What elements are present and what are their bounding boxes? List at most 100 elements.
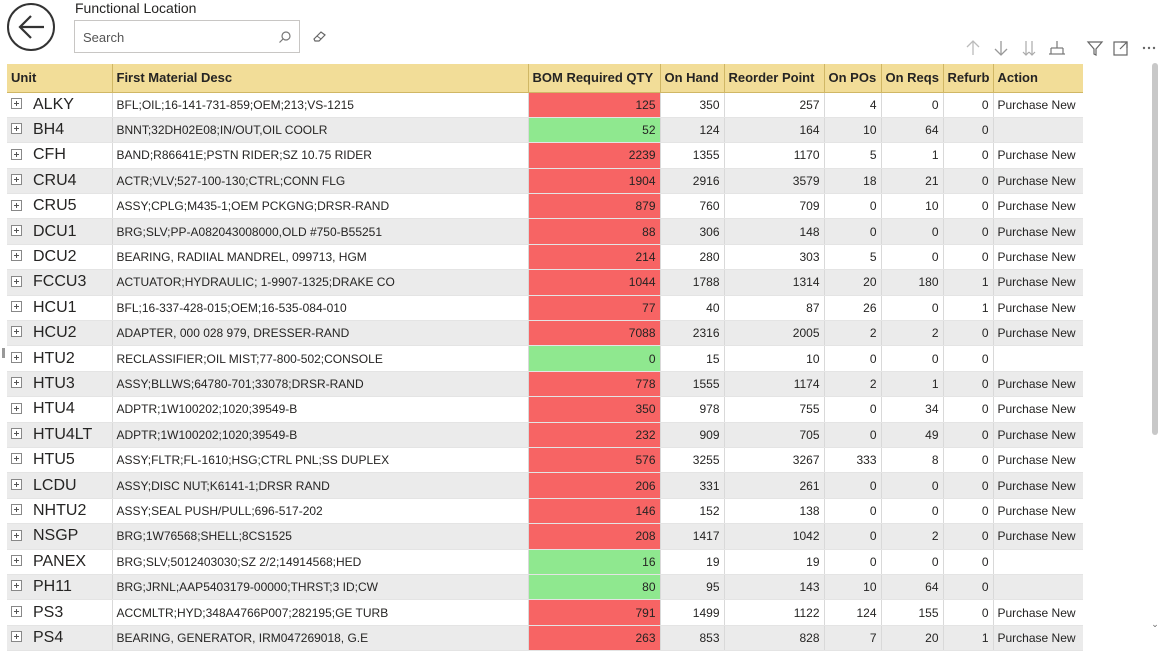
table-row[interactable]: BH4 BNNT;32DH02E08;IN/OUT,OIL COOLR 52 124 1… <box>7 117 1083 144</box>
table-row[interactable]: PS3 ACCMLTR;HYD;348A4766P007;282195;GE TU… <box>7 599 1083 626</box>
cell-first-material-desc: ADPTR;1W100202;1020;39549-B <box>112 396 529 423</box>
expand-row-icon[interactable] <box>11 580 22 592</box>
expand-row-icon[interactable] <box>11 224 22 236</box>
expand-row-icon[interactable] <box>11 275 22 287</box>
cell-on-reqs: 21 <box>881 168 944 195</box>
table-row[interactable]: HTU4 ADPTR;1W100202;1020;39549-B 350 978 755… <box>7 396 1083 423</box>
table-row[interactable]: NSGP BRG;1W76568;SHELL;8CS1525 208 1417 1042… <box>7 523 1083 550</box>
table-row[interactable]: PANEX BRG;SLV;5012403030;SZ 2/2;14914568;… <box>7 549 1083 575</box>
expand-row-icon[interactable] <box>11 402 22 414</box>
table-row[interactable]: HCU1 BFL;16-337-428-015;OEM;16-535-084-01… <box>7 295 1083 322</box>
table-body: ALKY BFL;OIL;16-141-731-859;OEM;213;VS-12… <box>7 92 1083 652</box>
cell-action: Purchase New <box>993 142 1083 169</box>
table-row[interactable]: HTU5 ASSY;FLTR;FL-1610;HSG;CTRL PNL;SS DU… <box>7 447 1083 474</box>
unit-label: CRU5 <box>33 197 77 215</box>
back-button[interactable] <box>7 3 55 51</box>
column-header-first-material-desc[interactable]: First Material Desc <box>112 64 529 93</box>
cell-reorder-point: 148 <box>724 218 825 245</box>
expand-row-icon[interactable] <box>11 148 22 160</box>
drill-down-icon[interactable] <box>992 38 1010 58</box>
expand-row-icon[interactable] <box>11 631 22 643</box>
expand-row-icon[interactable] <box>11 351 22 363</box>
column-header-refurb[interactable]: Refurb <box>943 64 994 93</box>
table-row[interactable]: LCDU ASSY;DISC NUT;K6141-1;DRSR RAND 206 33… <box>7 472 1083 499</box>
search-input[interactable] <box>83 28 263 46</box>
cell-action <box>993 549 1083 575</box>
table-row[interactable]: NHTU2 ASSY;SEAL PUSH/PULL;696-517-202 146 1… <box>7 498 1083 525</box>
expand-row-icon[interactable] <box>11 174 22 186</box>
column-header-on-reqs[interactable]: On Reqs <box>881 64 944 93</box>
focus-mode-icon[interactable] <box>1112 38 1130 58</box>
table-row[interactable]: DCU1 BRG;SLV;PP-A082043008000,OLD #750-B5… <box>7 218 1083 245</box>
expand-row-icon[interactable] <box>11 428 22 440</box>
expand-row-icon[interactable] <box>11 605 22 617</box>
expand-hierarchy-icon[interactable] <box>1048 38 1066 58</box>
unit-label: PH11 <box>33 578 72 596</box>
cell-bom-required-qty: 350 <box>528 396 661 423</box>
more-options-icon[interactable] <box>1140 38 1158 58</box>
cell-action <box>993 117 1083 144</box>
cell-first-material-desc: ASSY;DISC NUT;K6141-1;DRSR RAND <box>112 472 529 499</box>
table-row[interactable]: CFH BAND;R86641E;PSTN RIDER;SZ 10.75 RIDE… <box>7 142 1083 169</box>
cell-on-reqs: 0 <box>881 549 944 575</box>
cell-unit: NSGP <box>7 523 113 550</box>
table-row[interactable]: HTU2 RECLASSIFIER;OIL MIST;77-800-502;CON… <box>7 345 1083 372</box>
cell-action: Purchase New <box>993 168 1083 195</box>
expand-row-icon[interactable] <box>11 478 22 490</box>
cell-refurb: 0 <box>943 117 994 144</box>
cell-reorder-point: 2005 <box>724 320 825 347</box>
table-row[interactable]: HCU2 ADAPTER, 000 028 979, DRESSER-RAND 70… <box>7 320 1083 347</box>
table-row[interactable]: PH11 BRG;JRNL;AAP5403179-00000;THRST;3 ID… <box>7 574 1083 601</box>
cell-bom-required-qty: 214 <box>528 244 661 271</box>
expand-row-icon[interactable] <box>11 97 22 109</box>
column-header-action[interactable]: Action <box>993 64 1083 93</box>
cell-on-pos: 5 <box>824 244 882 271</box>
table-row[interactable]: PS4 BEARING, GENERATOR, IRM047269018, G.E… <box>7 625 1083 652</box>
table-row[interactable]: CRU4 ACTR;VLV;527-100-130;CTRL;CONN FLG 19… <box>7 168 1083 195</box>
expand-row-icon[interactable] <box>11 199 22 211</box>
cell-refurb: 1 <box>943 269 994 296</box>
table-row[interactable]: FCCU3 ACTUATOR;HYDRAULIC; 1-9907-1325;DRA… <box>7 269 1083 296</box>
vertical-scrollbar[interactable]: ⌄ <box>1150 63 1160 633</box>
cell-reorder-point: 3579 <box>724 168 825 195</box>
cell-on-pos: 0 <box>824 498 882 525</box>
cell-unit: DCU1 <box>7 218 113 245</box>
expand-row-icon[interactable] <box>11 301 22 313</box>
table-row[interactable]: CRU5 ASSY;CPLG;M435-1;OEM PCKGNG;DRSR-RAN… <box>7 193 1083 220</box>
table-row[interactable]: ALKY BFL;OIL;16-141-731-859;OEM;213;VS-12… <box>7 92 1083 118</box>
resize-grip[interactable] <box>2 348 5 358</box>
expand-row-icon[interactable] <box>11 554 22 566</box>
column-header-unit[interactable]: Unit <box>7 64 113 93</box>
column-header-on-pos[interactable]: On POs <box>824 64 882 93</box>
cell-bom-required-qty: 576 <box>528 447 661 474</box>
eraser-icon[interactable] <box>312 29 328 43</box>
expand-row-icon[interactable] <box>11 529 22 541</box>
table-row[interactable]: HTU4LT ADPTR;1W100202;1020;39549-B 232 909 7… <box>7 422 1083 448</box>
expand-row-icon[interactable] <box>11 504 22 516</box>
table-row[interactable]: DCU2 BEARING, RADIIAL MANDREL, 099713, HG… <box>7 244 1083 271</box>
cell-on-pos: 10 <box>824 574 882 601</box>
filter-icon[interactable] <box>1086 38 1104 58</box>
expand-row-icon[interactable] <box>11 123 22 135</box>
cell-first-material-desc: BEARING, GENERATOR, IRM047269018, G.E <box>112 625 529 652</box>
column-header-reorder-point[interactable]: Reorder Point <box>724 64 825 93</box>
expand-row-icon[interactable] <box>11 326 22 338</box>
expand-row-icon[interactable] <box>11 250 22 262</box>
expand-row-icon[interactable] <box>11 453 22 465</box>
cell-unit: DCU2 <box>7 244 113 271</box>
cell-bom-required-qty: 0 <box>528 345 661 372</box>
cell-reorder-point: 261 <box>724 472 825 499</box>
search-box[interactable] <box>74 20 300 53</box>
column-header-bom-required-qty[interactable]: BOM Required QTY <box>528 64 661 93</box>
cell-on-hand: 15 <box>660 345 725 372</box>
column-header-on-hand[interactable]: On Hand <box>660 64 725 93</box>
scroll-down-icon[interactable]: ⌄ <box>1151 619 1159 629</box>
cell-reorder-point: 3267 <box>724 447 825 474</box>
cell-action: Purchase New <box>993 472 1083 499</box>
table-row[interactable]: HTU3 ASSY;BLLWS;64780-701;33078;DRSR-RAND… <box>7 371 1083 398</box>
drill-up-icon[interactable] <box>964 38 982 58</box>
cell-reorder-point: 257 <box>724 92 825 118</box>
expand-all-down-icon[interactable] <box>1020 38 1038 58</box>
expand-row-icon[interactable] <box>11 377 22 389</box>
scrollbar-thumb[interactable] <box>1152 63 1158 435</box>
